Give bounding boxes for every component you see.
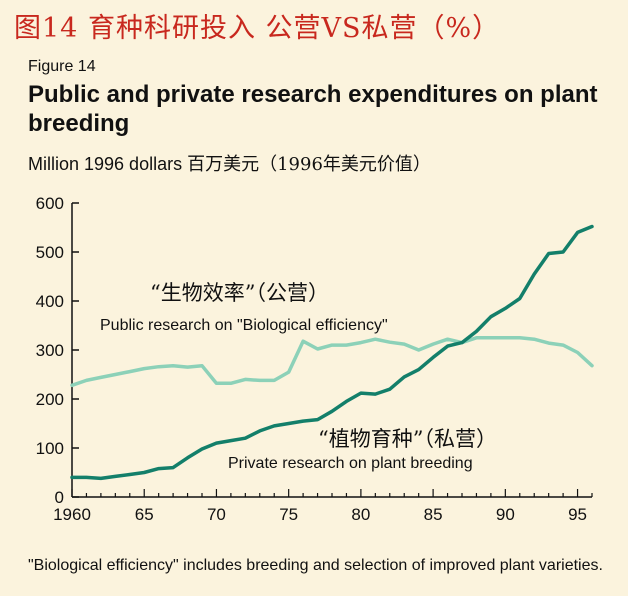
x-tick-label: 90 (496, 505, 515, 524)
y-tick-label: 100 (36, 439, 64, 458)
x-tick-label: 75 (279, 505, 298, 524)
unit-label-cn: 百万美元（1996年美元价值） (187, 154, 431, 175)
unit-label: Million 1996 dollars 百万美元（1996年美元价值） (28, 150, 431, 176)
y-tick-label: 300 (36, 341, 64, 360)
private-series-label-en: Private research on plant breeding (228, 455, 473, 472)
x-tick-label: 80 (351, 505, 370, 524)
x-tick-label: 95 (568, 505, 587, 524)
x-tick-label: 65 (135, 505, 154, 524)
x-tick-label: 85 (424, 505, 443, 524)
unit-label-en: Million 1996 dollars (28, 154, 183, 174)
x-tick-label: 70 (207, 505, 226, 524)
y-tick-label: 0 (55, 488, 64, 507)
private-series-label-cn: “植物育种”（私营） (318, 427, 497, 451)
chinese-title: 图14 育种科研投入 公营VS私营（%） (14, 13, 501, 44)
y-tick-label: 500 (36, 243, 64, 262)
chart-axes: 0 100 200 300 400 500 600 1960 65 70 75 80 85 90 95 (36, 194, 593, 524)
x-tick-label: 1960 (53, 505, 91, 524)
chart-title: Public and private research expenditures… (28, 81, 598, 137)
y-tick-label: 600 (36, 194, 64, 213)
public-series-label-cn: “生物效率”（公营） (150, 281, 329, 305)
private-research-line (70, 224, 594, 481)
y-tick-label: 200 (36, 390, 64, 409)
footnote: "Biological efficiency" includes breedin… (28, 557, 603, 574)
figure-label: Figure 14 (28, 58, 96, 75)
public-series-label-en: Public research on "Biological efficienc… (100, 317, 388, 334)
chart-series (70, 224, 594, 481)
public-research-line (70, 336, 594, 388)
y-tick-label: 400 (36, 292, 64, 311)
